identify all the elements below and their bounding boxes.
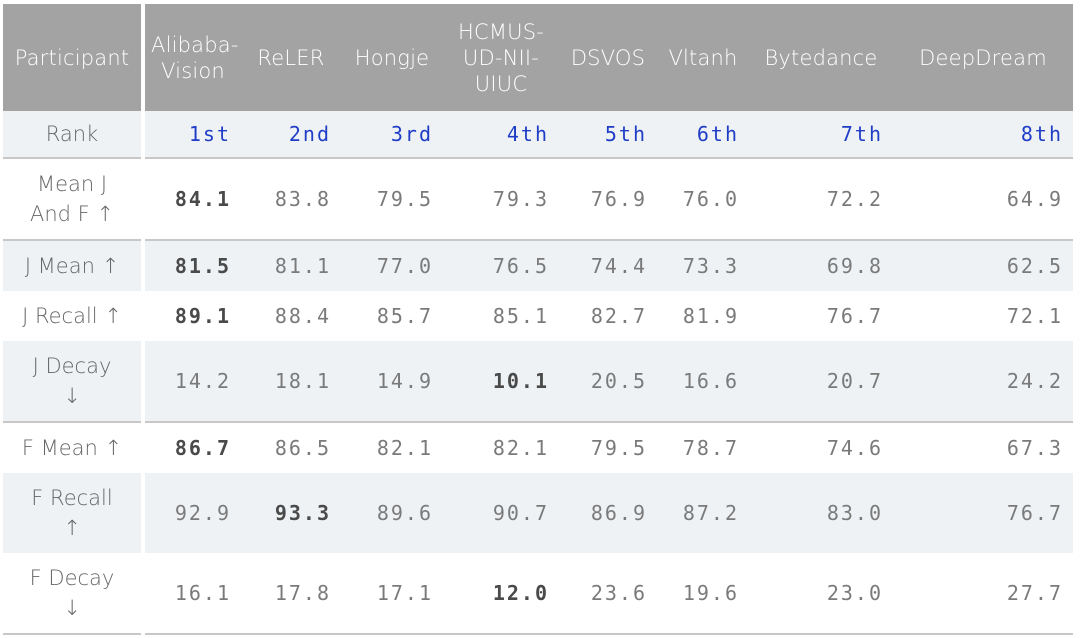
rank-cell: 1st <box>143 111 241 159</box>
value-cell: 27.7 <box>893 553 1073 635</box>
value-cell: 76.7 <box>893 473 1073 553</box>
value-cell: 74.4 <box>559 240 657 291</box>
value-cell: 16.6 <box>657 341 749 423</box>
value-cell: 20.5 <box>559 341 657 423</box>
value-cell: 76.9 <box>559 158 657 241</box>
table-row: J Mean ↑ 81.5 81.1 77.0 76.5 74.4 73.3 6… <box>3 240 1073 291</box>
value-cell: 82.1 <box>341 422 443 473</box>
value-cell: 23.0 <box>749 553 893 635</box>
value-cell: 10.1 <box>443 341 559 423</box>
participant-name: DeepDream <box>893 4 1073 111</box>
value-cell: 67.3 <box>893 422 1073 473</box>
value-cell: 77.0 <box>341 240 443 291</box>
value-cell: 17.8 <box>241 553 341 635</box>
participant-name: HCMUS- UD-NII- UIUC <box>443 4 559 111</box>
row-label: F Recall ↑ <box>3 473 145 553</box>
row-label: Mean J And F ↑ <box>3 158 145 241</box>
value-cell: 82.7 <box>559 291 657 341</box>
rank-cell: 8th <box>893 111 1073 159</box>
value-cell: 69.8 <box>749 240 893 291</box>
row-label: J Recall ↑ <box>3 291 145 341</box>
value-cell: 79.5 <box>341 158 443 241</box>
value-cell: 81.9 <box>657 291 749 341</box>
value-cell: 24.2 <box>893 341 1073 423</box>
value-cell: 90.7 <box>443 473 559 553</box>
value-cell: 81.1 <box>241 240 341 291</box>
row-label: F Decay ↓ <box>3 553 145 635</box>
rank-cell: 3rd <box>341 111 443 159</box>
table-row: F Decay ↓ 16.1 17.8 17.1 12.0 23.6 19.6 2… <box>3 553 1073 635</box>
rank-cell: 4th <box>443 111 559 159</box>
value-cell: 73.3 <box>657 240 749 291</box>
value-cell: 85.1 <box>443 291 559 341</box>
rank-cell: 7th <box>749 111 893 159</box>
value-cell: 87.2 <box>657 473 749 553</box>
value-cell: 82.1 <box>443 422 559 473</box>
value-cell: 79.5 <box>559 422 657 473</box>
value-cell: 64.9 <box>893 158 1073 241</box>
value-cell: 83.8 <box>241 158 341 241</box>
participant-name: DSVOS <box>559 4 657 111</box>
value-cell: 86.7 <box>143 422 241 473</box>
value-cell: 14.2 <box>143 341 241 423</box>
value-cell: 76.0 <box>657 158 749 241</box>
value-cell: 16.1 <box>143 553 241 635</box>
value-cell: 19.6 <box>657 553 749 635</box>
value-cell: 81.5 <box>143 240 241 291</box>
value-cell: 72.2 <box>749 158 893 241</box>
participant-name: Hongje <box>341 4 443 111</box>
row-label: Rank <box>3 111 145 159</box>
row-label: J Mean ↑ <box>3 240 145 291</box>
value-cell: 17.1 <box>341 553 443 635</box>
value-cell: 76.5 <box>443 240 559 291</box>
value-cell: 76.7 <box>749 291 893 341</box>
participant-header: Participant <box>3 4 145 111</box>
rank-row: Rank 1st 2nd 3rd 4th 5th 6th 7th 8th <box>3 111 1073 159</box>
value-cell: 12.0 <box>443 553 559 635</box>
value-cell: 14.9 <box>341 341 443 423</box>
value-cell: 89.6 <box>341 473 443 553</box>
table-row: J Recall ↑ 89.1 88.4 85.7 85.1 82.7 81.9… <box>3 291 1073 341</box>
table-row: J Decay ↓ 14.2 18.1 14.9 10.1 20.5 16.6 2… <box>3 341 1073 423</box>
value-cell: 85.7 <box>341 291 443 341</box>
table-row: F Mean ↑ 86.7 86.5 82.1 82.1 79.5 78.7 7… <box>3 422 1073 473</box>
value-cell: 89.1 <box>143 291 241 341</box>
results-table: Participant Alibaba- Vision ReLER Hongje … <box>3 4 1073 635</box>
header-row: Participant Alibaba- Vision ReLER Hongje … <box>3 4 1073 111</box>
value-cell: 62.5 <box>893 240 1073 291</box>
participant-name: Bytedance <box>749 4 893 111</box>
rank-cell: 6th <box>657 111 749 159</box>
rank-cell: 2nd <box>241 111 341 159</box>
value-cell: 92.9 <box>143 473 241 553</box>
value-cell: 20.7 <box>749 341 893 423</box>
rank-cell: 5th <box>559 111 657 159</box>
value-cell: 72.1 <box>893 291 1073 341</box>
table-row: F Recall ↑ 92.9 93.3 89.6 90.7 86.9 87.2 … <box>3 473 1073 553</box>
value-cell: 88.4 <box>241 291 341 341</box>
value-cell: 93.3 <box>241 473 341 553</box>
value-cell: 83.0 <box>749 473 893 553</box>
participant-name: Alibaba- Vision <box>143 4 241 111</box>
value-cell: 86.9 <box>559 473 657 553</box>
value-cell: 23.6 <box>559 553 657 635</box>
participant-name: ReLER <box>241 4 341 111</box>
table-row: Mean J And F ↑ 84.1 83.8 79.5 79.3 76.9 7… <box>3 158 1073 241</box>
value-cell: 79.3 <box>443 158 559 241</box>
value-cell: 18.1 <box>241 341 341 423</box>
value-cell: 84.1 <box>143 158 241 241</box>
value-cell: 78.7 <box>657 422 749 473</box>
value-cell: 86.5 <box>241 422 341 473</box>
row-label: F Mean ↑ <box>3 422 145 473</box>
row-label: J Decay ↓ <box>3 341 145 423</box>
value-cell: 74.6 <box>749 422 893 473</box>
participant-name: Vltanh <box>657 4 749 111</box>
